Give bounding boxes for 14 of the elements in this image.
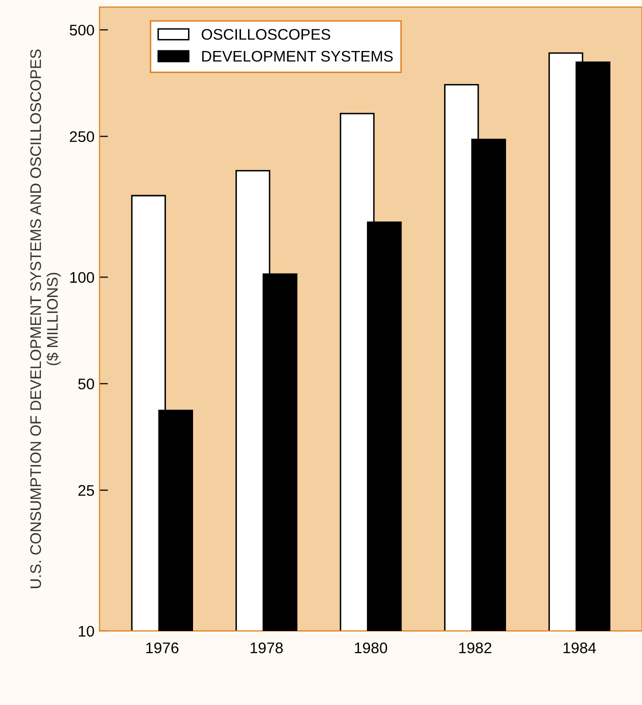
y-tick-label: 500 xyxy=(70,24,94,36)
x-tick-label: 1978 xyxy=(250,642,283,654)
y-tick-label: 50 xyxy=(78,378,94,390)
legend-label: OSCILLOSCOPES xyxy=(202,28,330,40)
x-tick-label: 1980 xyxy=(354,642,388,654)
y-tick-label: 250 xyxy=(70,131,94,142)
y-axis-title: U.S. CONSUMPTION OF DEVELOPMENT SYSTEMS AND OSCILLOSCOPES ($ MILLIONS) xyxy=(30,49,61,588)
y-tick-label: 25 xyxy=(78,485,94,496)
x-tick-label: 1984 xyxy=(564,642,596,654)
y-tick-label: 10 xyxy=(78,626,94,637)
x-tick-label: 1982 xyxy=(459,642,492,654)
x-tick-label: 1976 xyxy=(146,642,178,654)
legend-label: DEVELOPMENT SYSTEMS xyxy=(202,50,393,62)
y-tick-label: 100 xyxy=(70,272,94,283)
